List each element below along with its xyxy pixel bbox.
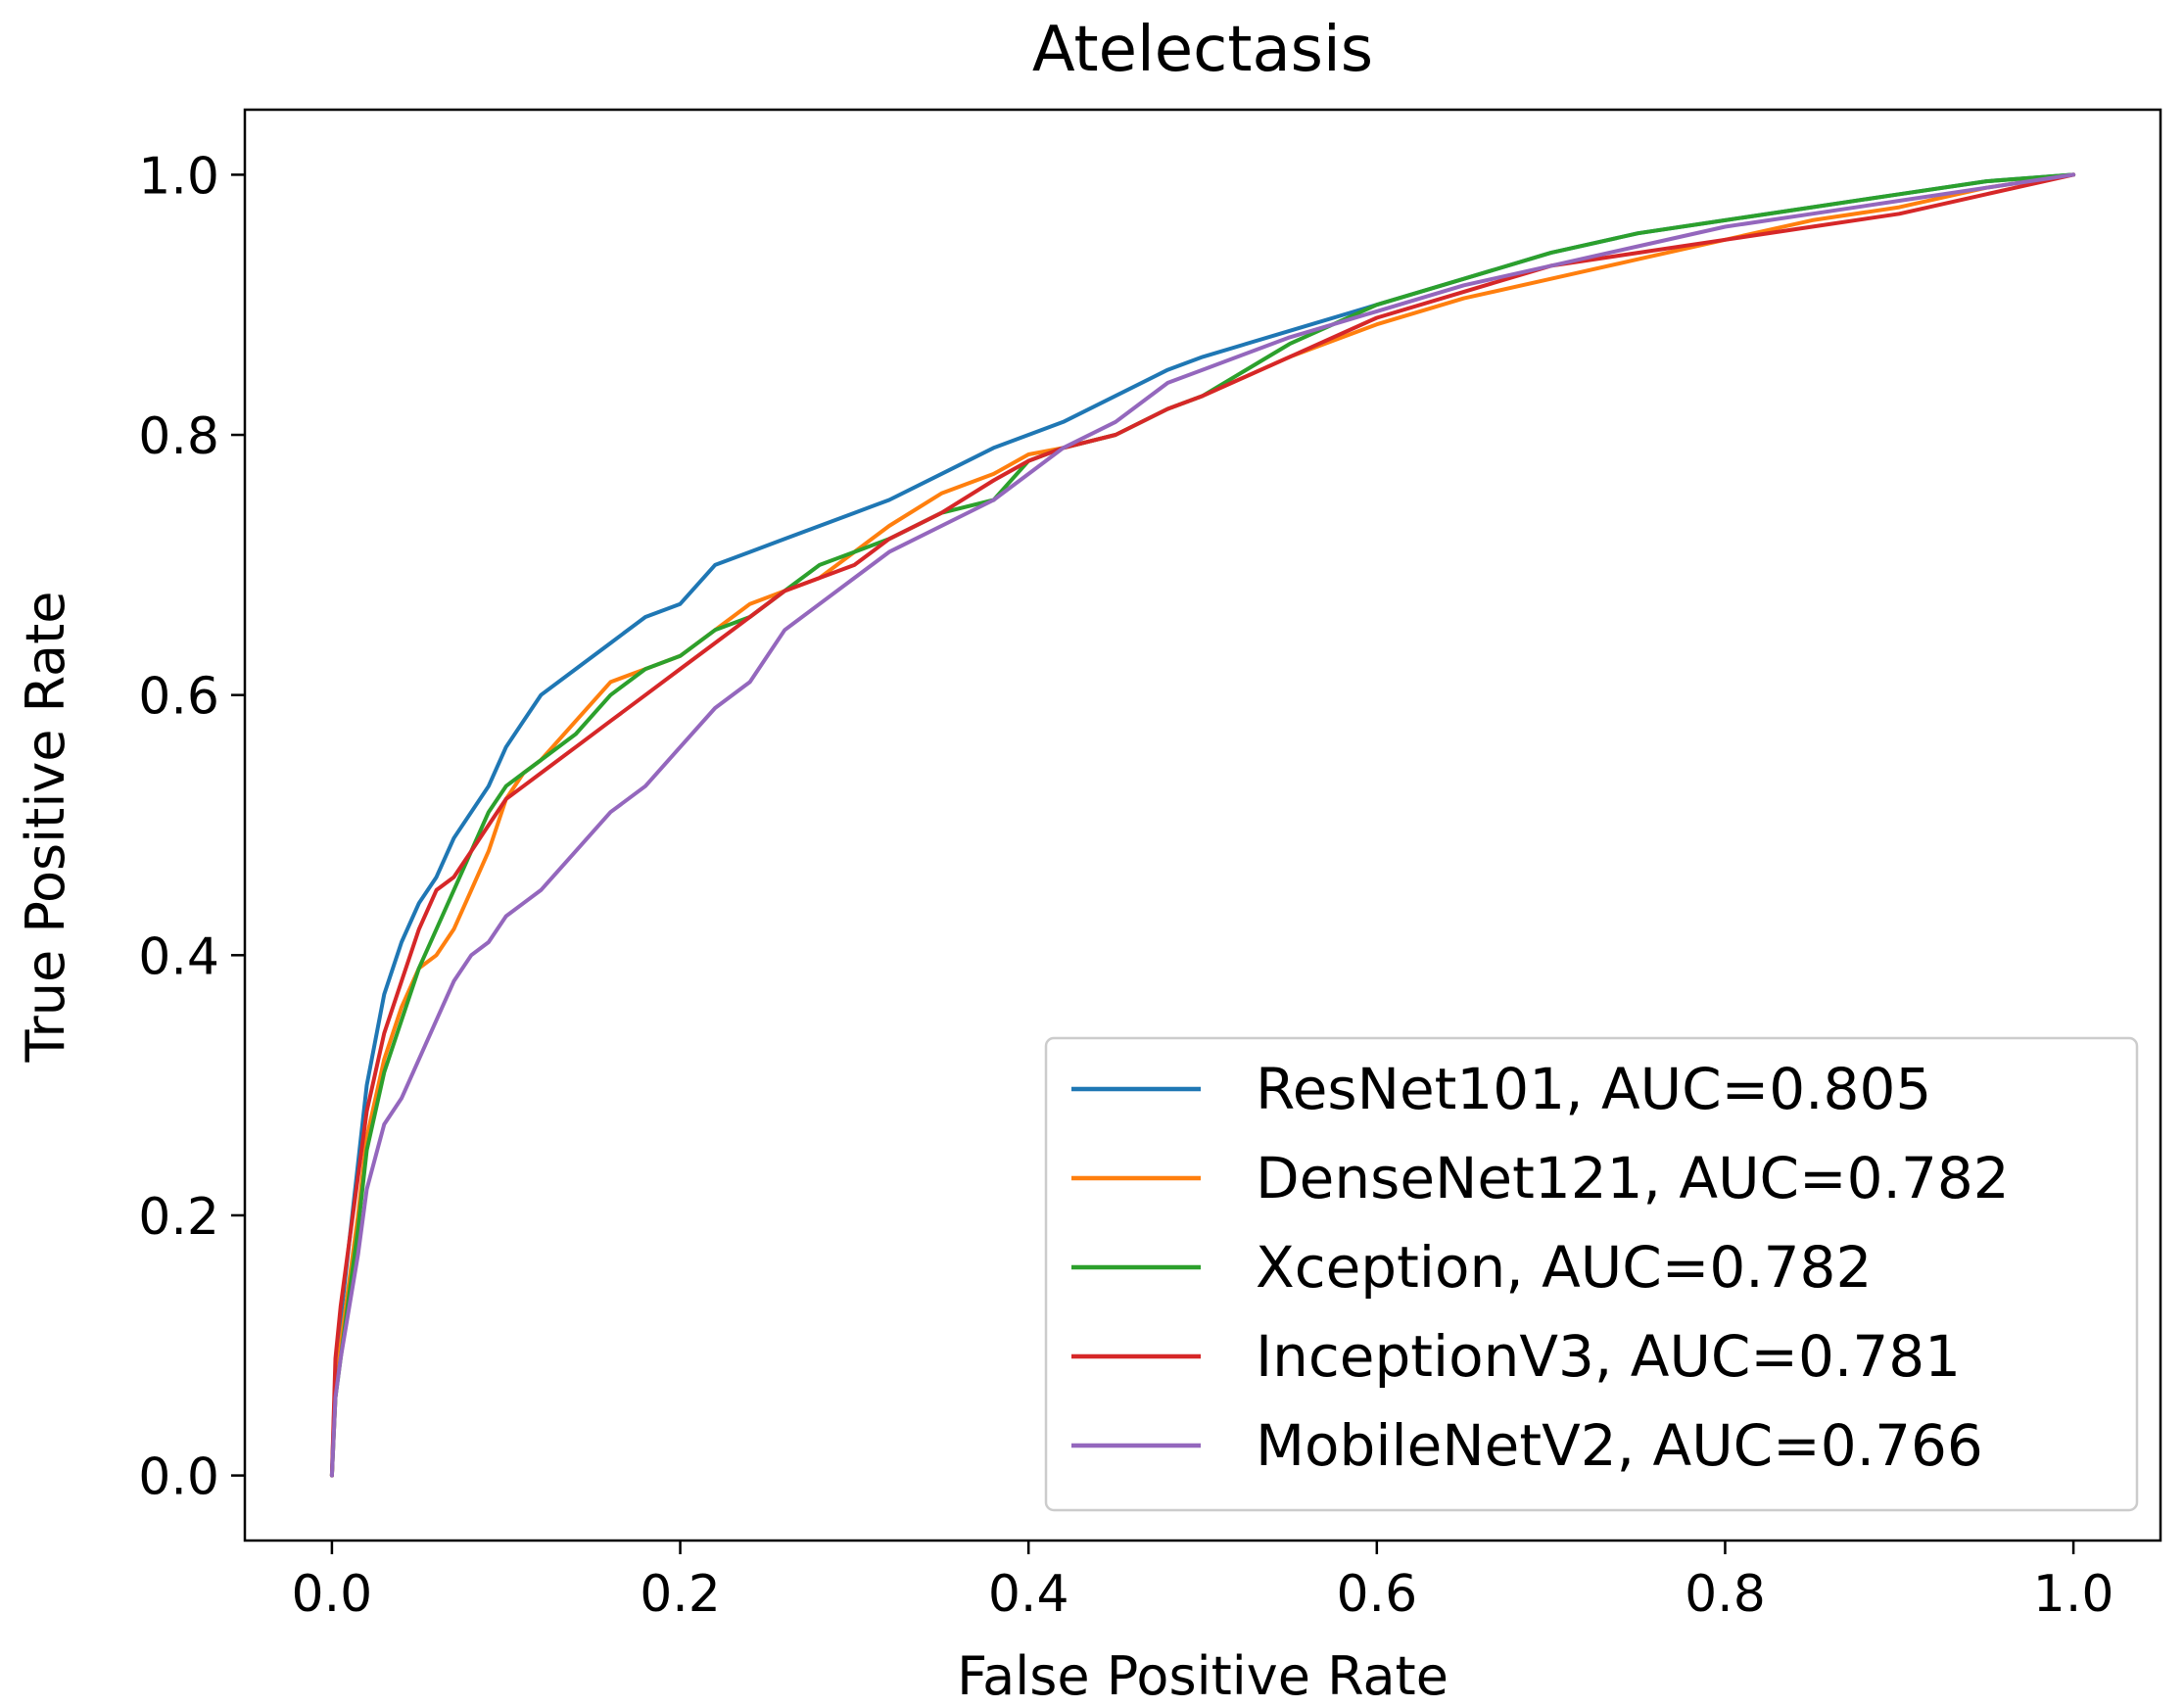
series-line-3 [329,172,2076,1478]
x-tick-label: 0.2 [640,1565,721,1624]
x-tick-label: 0.0 [292,1565,373,1624]
legend: ResNet101, AUC=0.805 DenseNet121, AUC=0.7… [1044,1036,2139,1512]
ticks-group: 0.0 0.2 0.4 0.6 0.8 1.0 0.0 0.2 0.4 0.6 0.8 1.0 [138,147,2113,1624]
y-tick-label: 0.8 [138,407,219,466]
x-tick-label: 0.6 [1336,1565,1417,1624]
legend-label-1: DenseNet121, AUC=0.782 [1256,1145,2010,1211]
x-tick-label: 1.0 [2033,1565,2114,1624]
legend-label-2: Xception, AUC=0.782 [1256,1234,1872,1301]
y-tick-label: 0.6 [138,668,219,727]
x-axis-label: False Positive Rate [957,1645,1448,1707]
legend-label-4: MobileNetV2, AUC=0.766 [1256,1412,1983,1479]
y-tick-label: 1.0 [138,147,219,206]
y-axis-label: True Positive Rate [15,591,76,1063]
y-tick-label: 0.2 [138,1188,219,1247]
x-tick-label: 0.4 [988,1565,1069,1624]
y-tick-label: 0.0 [138,1448,219,1507]
legend-label-0: ResNet101, AUC=0.805 [1256,1056,1931,1122]
legend-label-3: InceptionV3, AUC=0.781 [1256,1323,1961,1390]
legend-box [1044,1036,2139,1512]
chart-title: Atelectasis [1032,14,1373,86]
series-line-4 [329,172,2076,1478]
series-line-1 [329,172,2076,1478]
x-tick-label: 0.8 [1685,1565,1766,1624]
series-group [329,172,2076,1478]
y-tick-label: 0.4 [138,927,219,986]
plot-frame [243,108,2162,1542]
